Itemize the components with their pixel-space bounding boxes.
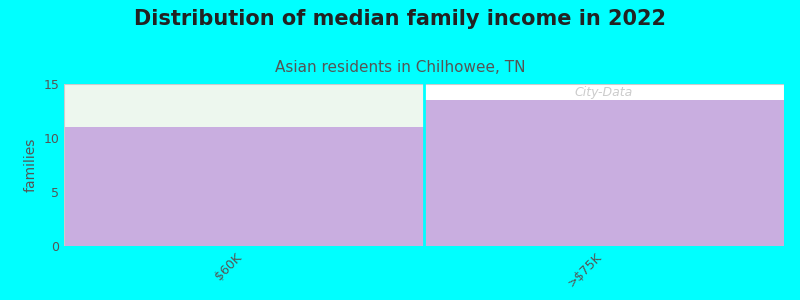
Text: City-Data: City-Data xyxy=(575,86,633,99)
Text: Distribution of median family income in 2022: Distribution of median family income in … xyxy=(134,9,666,29)
Y-axis label: families: families xyxy=(24,138,38,192)
Bar xyxy=(64,84,424,127)
Bar xyxy=(424,84,784,100)
Bar xyxy=(424,100,784,246)
Text: Asian residents in Chilhowee, TN: Asian residents in Chilhowee, TN xyxy=(274,60,526,75)
Bar xyxy=(64,127,424,246)
